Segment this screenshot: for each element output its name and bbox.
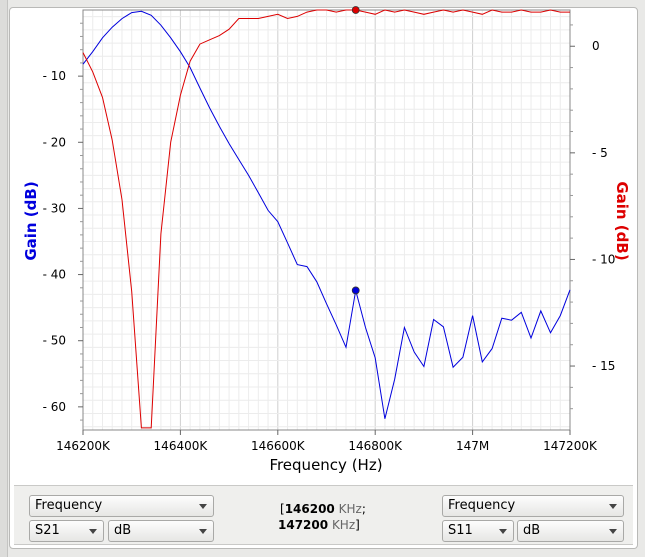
left-mode-value: Frequency: [35, 498, 103, 513]
x-tick-label: 147200K: [543, 439, 598, 453]
right-param-value: S11: [448, 523, 473, 538]
range-end-value: 147200: [278, 518, 329, 532]
range-start-unit: KHz: [338, 502, 362, 516]
range-separator: ;: [361, 502, 366, 516]
range-close-bracket: ]: [355, 518, 360, 532]
series-lines: [82, 6, 571, 429]
x-tick-label: 147M: [456, 439, 489, 453]
right-y-axis-label: Gain (dB): [613, 181, 631, 260]
right-mode-value: Frequency: [448, 498, 516, 513]
chevron-down-icon: [199, 504, 207, 509]
range-end-unit: KHz: [331, 518, 356, 532]
range-start-value: 146200: [284, 502, 335, 516]
right-format-value: dB: [523, 523, 541, 538]
left-y-tick-label: - 50: [43, 334, 66, 348]
frequency-range-readout: [146200 KHz; 147200 KHz]: [278, 501, 378, 533]
right-mode-select[interactable]: Frequency: [442, 495, 624, 517]
s11-marker-point[interactable]: [351, 6, 360, 14]
chevron-down-icon: [609, 529, 617, 534]
right-y-tick-label: - 5: [592, 146, 608, 160]
x-axis-label: Frequency (Hz): [269, 456, 382, 474]
s21-marker-point[interactable]: [351, 286, 360, 295]
x-tick-label: 146200K: [56, 439, 111, 453]
left-y-tick-label: - 20: [43, 135, 66, 149]
left-param-select[interactable]: S21: [29, 520, 104, 542]
chevron-down-icon: [609, 504, 617, 509]
left-y-tick-label: - 40: [43, 268, 66, 282]
left-y-axis-label: Gain (dB): [22, 181, 40, 260]
chevron-down-icon: [89, 529, 97, 534]
left-param-value: S21: [35, 523, 60, 538]
right-format-select[interactable]: dB: [517, 520, 624, 542]
x-tick-label: 146400K: [154, 439, 209, 453]
left-format-value: dB: [114, 523, 132, 538]
left-mode-select[interactable]: Frequency: [29, 495, 214, 517]
left-y-tick-label: - 10: [43, 69, 66, 83]
x-tick-label: 146800K: [348, 439, 403, 453]
x-tick-label: 146600K: [251, 439, 306, 453]
left-y-tick-label: - 30: [43, 201, 66, 215]
right-y-tick-label: 0: [592, 39, 600, 53]
right-param-select[interactable]: S11: [442, 520, 514, 542]
right-y-tick-label: - 15: [592, 359, 615, 373]
left-format-select[interactable]: dB: [108, 520, 214, 542]
s21-gain-line: [82, 10, 571, 419]
chart-grid: [82, 10, 571, 430]
right-y-tick-label: - 10: [592, 252, 615, 266]
s11-gain-line: [82, 9, 570, 429]
chevron-down-icon: [499, 529, 507, 534]
chevron-down-icon: [199, 529, 207, 534]
x-axis-ticks: 146200K 146400K 146600K 146800K 147M 147200K: [56, 430, 598, 453]
range-open-bracket: [: [280, 502, 285, 516]
right-y-axis-ticks: 0 - 5 - 10 - 15: [570, 24, 615, 410]
left-y-axis-ticks: - 10 - 20 - 30 - 40 - 50 - 60: [43, 22, 83, 421]
gain-chart: 146200K 146400K 146600K 146800K 147M 147200K …: [22, 6, 631, 474]
trace-controls-bar: Frequency S21 dB [146200 KHz; 147200 KHz…: [14, 485, 633, 545]
left-y-tick-label: - 60: [43, 400, 66, 414]
left-window-edge: [0, 0, 8, 557]
